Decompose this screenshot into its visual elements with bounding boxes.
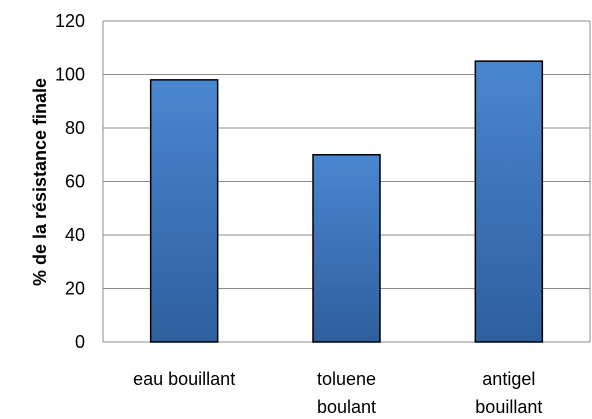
- y-tick-labels: 0 20 40 60 80 100 120: [55, 11, 85, 352]
- y-tick-label: 80: [65, 118, 85, 138]
- y-tick-label: 0: [75, 332, 85, 352]
- y-tick-label: 40: [65, 225, 85, 245]
- x-tick-label: eau bouillant: [133, 369, 235, 389]
- bar: [474, 60, 544, 343]
- bars: [149, 60, 544, 343]
- x-tick-label: antigel bouillant: [475, 369, 542, 417]
- y-tick-label: 20: [65, 279, 85, 299]
- y-tick-label: 100: [55, 65, 85, 85]
- y-tick-label: 60: [65, 172, 85, 192]
- bar: [312, 154, 381, 343]
- bar: [149, 79, 219, 343]
- x-tick-label: toluene boulant: [317, 369, 376, 417]
- y-axis-label: % de la résistance finale: [30, 78, 50, 286]
- x-tick-labels: eau bouillant toluene boulant antigel bouill…: [133, 369, 542, 417]
- y-tick-label: 120: [55, 11, 85, 31]
